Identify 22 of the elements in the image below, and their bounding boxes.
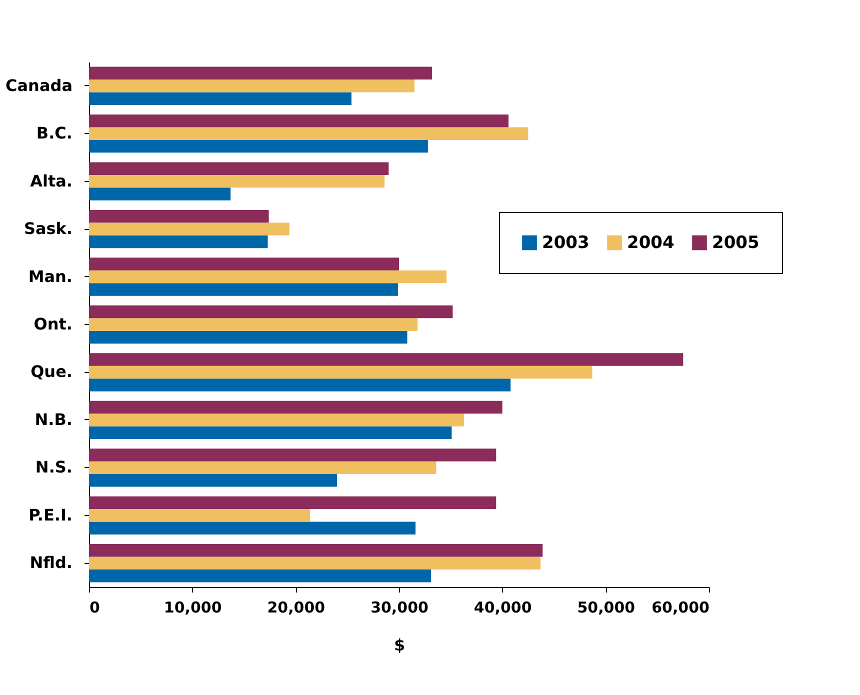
x-tick-label: 20,000: [267, 598, 326, 616]
y-tick-label: P.E.I.: [28, 505, 72, 524]
x-axis-title: $: [394, 636, 406, 654]
y-tick-label: Sask.: [24, 219, 72, 238]
y-tick-label: Que.: [30, 362, 72, 382]
y-tick-label: Nfld.: [30, 553, 72, 572]
y-tick-label: N.B.: [34, 410, 72, 429]
legend-label: 2005: [712, 232, 760, 253]
x-tick-label: 0: [90, 598, 100, 616]
y-tick-label: Canada: [6, 76, 72, 95]
legend-label: 2004: [627, 232, 674, 253]
x-tick-label: 40,000: [474, 598, 532, 616]
x-tick-label: 60,000: [652, 598, 710, 616]
x-tick-label: 10,000: [164, 598, 222, 616]
y-tick-label: Alta.: [30, 171, 72, 190]
x-tick-label: 30,000: [370, 598, 428, 616]
y-tick-label: B.C.: [36, 124, 72, 143]
y-tick-label: Ont.: [34, 314, 72, 334]
legend-label: 2003: [542, 232, 590, 253]
x-tick-label: 50,000: [577, 598, 636, 616]
y-tick-label: Man.: [28, 266, 72, 286]
y-tick-label: N.S.: [35, 458, 72, 477]
